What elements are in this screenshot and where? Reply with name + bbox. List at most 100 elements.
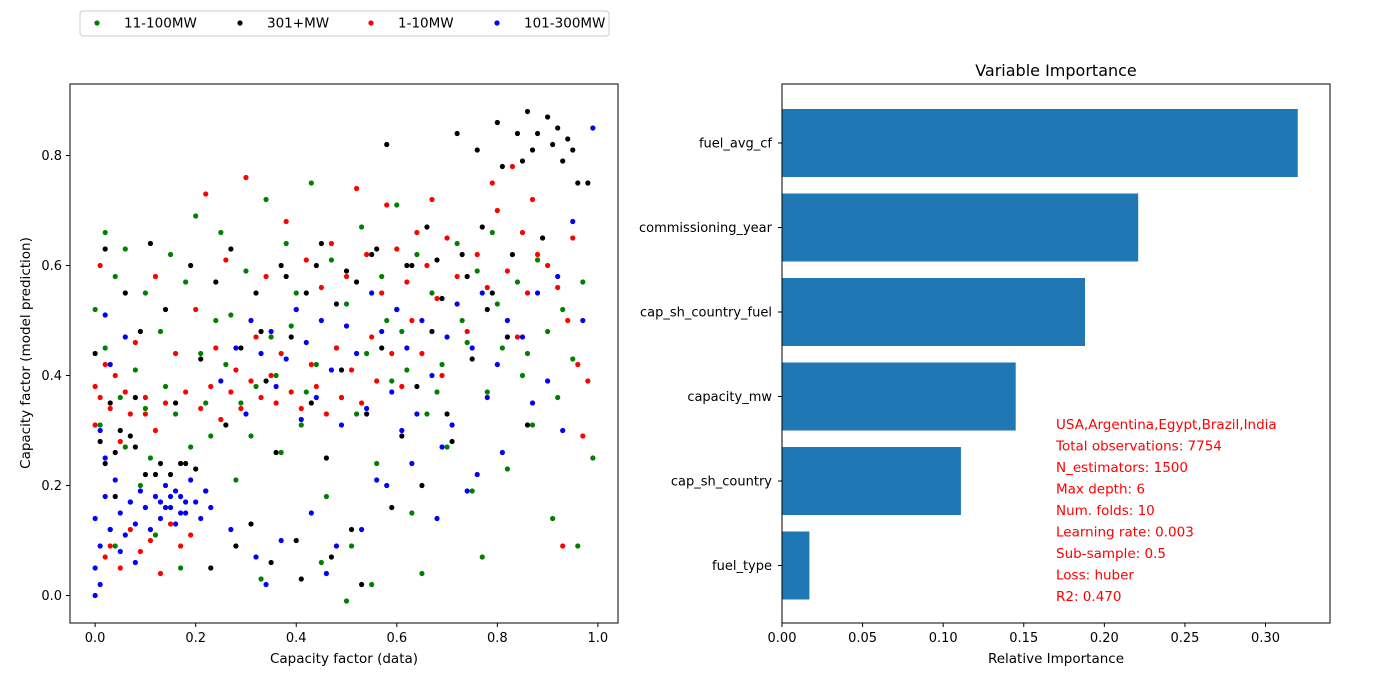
scatter-point [449, 422, 455, 428]
scatter-point [122, 532, 128, 538]
scatter-point [97, 262, 103, 269]
scatter-point [92, 565, 98, 571]
scatter-point [379, 345, 385, 351]
scatter-point [172, 521, 179, 527]
scatter-point [137, 548, 143, 555]
x-tick-label: 0.10 [929, 631, 958, 646]
scatter-point [348, 367, 355, 373]
scatter-point [97, 581, 103, 588]
scatter-point [489, 229, 495, 236]
scatter-point [102, 493, 108, 500]
scatter-point [107, 400, 113, 406]
scatter-point [444, 334, 450, 340]
scatter-point [112, 372, 118, 379]
scatter-point [565, 136, 571, 142]
scatter-point [132, 339, 138, 346]
scatter-point [474, 471, 480, 478]
scatter-point [328, 554, 335, 560]
scatter-point [550, 515, 556, 522]
scatter-point [117, 510, 123, 516]
annotation-line: USA,Argentina,Egypt,Brazil,India [1056, 417, 1277, 433]
scatter-point [263, 273, 269, 280]
scatter-point [188, 444, 194, 450]
scatter-point [359, 526, 365, 533]
scatter-point [97, 394, 103, 401]
scatter-point [545, 378, 551, 384]
scatter-point [399, 427, 405, 434]
scatter-point [283, 356, 289, 362]
scatter-points [92, 108, 596, 604]
scatter-point [555, 125, 561, 131]
x-tick-label: 0.05 [848, 631, 877, 646]
scatter-point [193, 306, 199, 313]
scatter-point [444, 444, 450, 450]
scatter-point [429, 290, 435, 296]
scatter-point [318, 284, 324, 291]
scatter-point [434, 295, 440, 302]
scatter-point [469, 356, 475, 362]
scatter-point [112, 449, 118, 456]
scatter-point [333, 543, 340, 549]
scatter-point [529, 400, 536, 406]
scatter-point [399, 433, 405, 439]
scatter-point [374, 246, 380, 252]
scatter-point [278, 350, 284, 357]
scatter-point [328, 257, 335, 263]
scatter-point [268, 334, 274, 340]
scatter-point [258, 328, 264, 335]
scatter-point [117, 438, 123, 445]
scatter-point [142, 411, 149, 417]
scatter-point [178, 565, 184, 571]
y-tick-label: 0.8 [41, 149, 62, 164]
scatter-point [494, 207, 500, 214]
importance-x-axis-label: Relative Importance [988, 651, 1124, 667]
scatter-point [369, 581, 375, 588]
legend-label: 101-300MW [524, 16, 605, 32]
scatter-point [394, 202, 400, 208]
scatter-point [122, 389, 128, 395]
scatter-point [359, 400, 365, 406]
scatter-point [590, 125, 596, 131]
scatter-point [157, 328, 164, 335]
scatter-point [333, 301, 340, 307]
scatter-point [298, 576, 304, 582]
scatter-point [258, 576, 264, 582]
scatter-point [534, 257, 541, 263]
legend-marker [494, 20, 500, 26]
scatter-point [333, 345, 340, 351]
scatter-point [474, 268, 480, 274]
importance-y-axis: fuel_avg_cf commissioning_year cap_sh_coun… [639, 137, 782, 574]
scatter-point [172, 488, 179, 494]
scatter-point [127, 411, 133, 417]
scatter-point [479, 290, 485, 296]
model-annotation: USA,Argentina,Egypt,Brazil,India Total ob… [1055, 417, 1277, 605]
category-label: cap_sh_country [671, 475, 772, 490]
x-tick-label: 1.0 [588, 631, 609, 646]
scatter-point [162, 504, 169, 511]
scatter-point [414, 229, 420, 236]
scatter-point [152, 273, 159, 280]
scatter-point [188, 262, 194, 269]
scatter-point [489, 180, 495, 186]
scatter-point [328, 367, 335, 373]
scatter-point [147, 455, 154, 461]
scatter-x-axis-label: Capacity factor (data) [270, 651, 418, 667]
scatter-point [102, 460, 108, 467]
scatter-point [117, 565, 123, 571]
annotation-line: N_estimators: 1500 [1056, 460, 1188, 476]
scatter-point [555, 394, 561, 401]
scatter-point [409, 262, 415, 269]
scatter-point [142, 405, 149, 412]
scatter-point [263, 196, 269, 203]
scatter-point [208, 565, 214, 571]
scatter-point [248, 317, 254, 324]
scatter-point [203, 191, 209, 197]
scatter-point [293, 537, 299, 544]
scatter-point [183, 460, 189, 467]
scatter-point [112, 477, 118, 483]
scatter-point [379, 290, 385, 296]
scatter-point [575, 180, 581, 186]
scatter-point [112, 543, 118, 549]
scatter-point [303, 389, 309, 395]
scatter-point [213, 279, 219, 285]
